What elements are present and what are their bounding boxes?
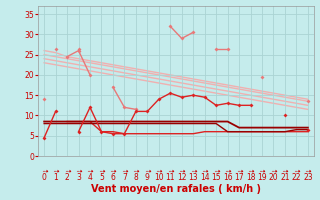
Text: ↗: ↗ xyxy=(223,167,232,176)
Text: ↗: ↗ xyxy=(132,167,140,176)
Text: ↗: ↗ xyxy=(212,167,220,176)
Text: ↗: ↗ xyxy=(292,167,300,176)
Text: ↗: ↗ xyxy=(74,167,83,176)
Text: ↗: ↗ xyxy=(178,167,186,176)
Text: ↗: ↗ xyxy=(143,167,152,176)
Text: ↗: ↗ xyxy=(258,167,266,176)
Text: ↗: ↗ xyxy=(120,167,129,176)
X-axis label: Vent moyen/en rafales ( km/h ): Vent moyen/en rafales ( km/h ) xyxy=(91,184,261,194)
Text: ↗: ↗ xyxy=(40,167,48,176)
Text: ↗: ↗ xyxy=(97,167,106,176)
Text: ↗: ↗ xyxy=(200,167,209,176)
Text: ↗: ↗ xyxy=(269,167,278,176)
Text: ↗: ↗ xyxy=(109,167,117,176)
Text: ↗: ↗ xyxy=(281,167,289,176)
Text: ↗: ↗ xyxy=(235,167,243,176)
Text: ↗: ↗ xyxy=(86,167,94,176)
Text: ↗: ↗ xyxy=(166,167,174,176)
Text: ↗: ↗ xyxy=(63,167,71,176)
Text: ↗: ↗ xyxy=(189,167,197,176)
Text: ↗: ↗ xyxy=(52,167,60,176)
Text: ↗: ↗ xyxy=(155,167,163,176)
Text: ↗: ↗ xyxy=(246,167,255,176)
Text: ↗: ↗ xyxy=(304,167,312,176)
